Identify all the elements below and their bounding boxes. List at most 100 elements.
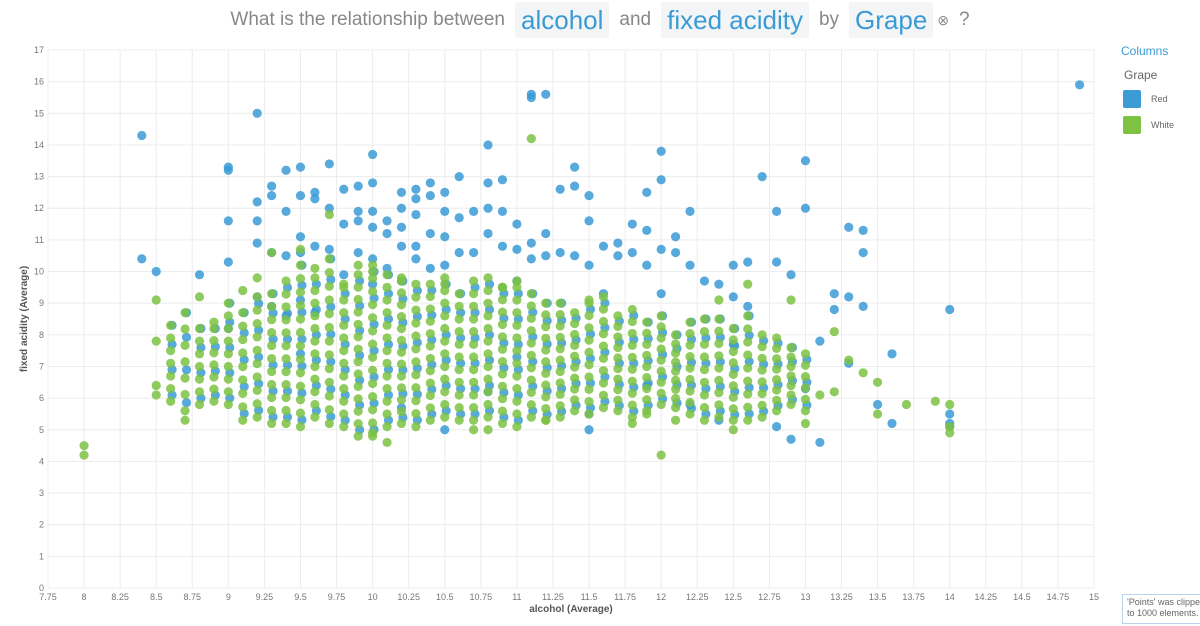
white-point: [368, 313, 378, 323]
white-point: [584, 409, 594, 419]
legend-item-red[interactable]: Red: [1123, 90, 1200, 108]
white-point: [497, 381, 508, 391]
white-point: [642, 339, 652, 349]
white-point: [598, 403, 609, 413]
red-point: [1074, 80, 1085, 90]
white-point: [411, 383, 421, 393]
x-tick-label: 10.5: [436, 592, 454, 602]
red-point: [326, 274, 336, 285]
red-point: [339, 270, 349, 280]
red-point: [440, 425, 450, 435]
x-tick-label: 8.5: [150, 592, 163, 602]
white-point: [411, 409, 421, 419]
dimension-selector[interactable]: Grape: [849, 2, 934, 38]
x-tick-label: 12: [656, 592, 666, 602]
white-point: [584, 335, 594, 345]
white-point: [310, 263, 320, 273]
white-point: [382, 422, 392, 432]
red-point: [425, 190, 435, 201]
white-point: [512, 422, 522, 432]
white-point: [310, 374, 320, 384]
red-point: [252, 197, 262, 207]
white-point: [584, 397, 594, 407]
white-point: [440, 399, 450, 410]
white-point: [310, 311, 320, 321]
white-point: [166, 346, 176, 356]
white-point: [570, 308, 580, 318]
x-tick-label: 12.5: [725, 592, 743, 602]
red-point: [411, 194, 421, 204]
clear-dimension-icon[interactable]: ⊗: [937, 11, 950, 28]
red-point: [497, 175, 508, 185]
white-point: [339, 396, 349, 406]
white-point: [699, 377, 710, 387]
white-point: [310, 273, 320, 283]
legend-item-white[interactable]: White: [1123, 116, 1200, 134]
red-point: [181, 398, 192, 408]
white-point: [324, 254, 334, 264]
x-measure-selector[interactable]: alcohol: [515, 2, 610, 38]
red-point: [613, 251, 623, 261]
red-point: [310, 187, 320, 198]
white-point: [497, 394, 508, 404]
white-point: [411, 422, 421, 432]
white-point: [166, 358, 176, 368]
white-point: [497, 282, 508, 292]
white-point: [627, 364, 637, 374]
legend: Columns Grape Red White: [1114, 44, 1200, 134]
x-tick-label: 11.75: [614, 592, 636, 602]
white-point: [223, 399, 233, 410]
white-point: [800, 371, 811, 382]
red-point: [252, 216, 262, 226]
white-point: [541, 368, 551, 379]
white-point: [613, 321, 623, 331]
x-axis-title: alcohol (Average): [529, 604, 613, 615]
white-point: [541, 392, 551, 402]
white-point: [483, 273, 493, 283]
white-point: [295, 422, 306, 432]
white-point: [699, 314, 710, 324]
white-point: [526, 313, 536, 323]
white-point: [800, 394, 811, 404]
white-point: [497, 356, 508, 367]
y-measure-selector[interactable]: fixed acidity: [661, 2, 809, 38]
white-point: [180, 324, 190, 334]
white-point: [757, 341, 767, 352]
white-point: [526, 338, 536, 348]
white-point: [382, 358, 392, 368]
white-point: [872, 409, 883, 419]
white-point: [497, 332, 508, 342]
white-point: [411, 331, 421, 341]
white-point: [512, 276, 522, 286]
white-point: [671, 339, 681, 349]
white-point: [728, 392, 738, 402]
red-point: [440, 206, 450, 216]
red-point: [267, 190, 277, 201]
white-point: [281, 367, 291, 377]
white-point: [800, 406, 811, 416]
x-tick-label: 11.25: [542, 592, 564, 602]
white-point: [743, 311, 753, 321]
white-point: [267, 289, 277, 299]
white-point: [223, 336, 233, 346]
white-point: [440, 273, 450, 283]
white-point: [382, 346, 392, 356]
white-point: [584, 347, 594, 358]
red-point: [295, 162, 306, 172]
white-point: [425, 279, 435, 289]
white-point: [324, 322, 334, 333]
white-point: [685, 317, 695, 327]
white-point: [901, 399, 912, 410]
white-point: [743, 389, 753, 399]
white-point: [382, 409, 392, 419]
white-point: [613, 353, 623, 363]
white-point: [223, 311, 233, 321]
white-point: [526, 363, 536, 373]
red-point: [440, 232, 450, 242]
white-point: [728, 415, 738, 425]
white-point: [555, 366, 565, 377]
white-point: [483, 387, 493, 397]
red-point: [497, 206, 508, 216]
white-point: [671, 403, 681, 413]
legend-title[interactable]: Columns: [1121, 44, 1169, 58]
